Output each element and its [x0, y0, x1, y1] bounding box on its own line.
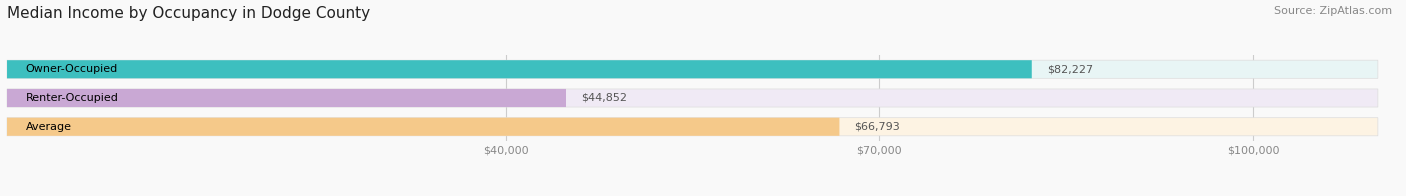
FancyBboxPatch shape	[7, 118, 839, 136]
Text: $66,793: $66,793	[855, 122, 900, 132]
FancyBboxPatch shape	[7, 60, 1378, 78]
Text: Source: ZipAtlas.com: Source: ZipAtlas.com	[1274, 6, 1392, 16]
Text: $82,227: $82,227	[1046, 64, 1092, 74]
FancyBboxPatch shape	[7, 60, 1032, 78]
Text: Renter-Occupied: Renter-Occupied	[25, 93, 118, 103]
FancyBboxPatch shape	[7, 89, 1378, 107]
FancyBboxPatch shape	[7, 89, 567, 107]
Text: Average: Average	[25, 122, 72, 132]
Text: $44,852: $44,852	[581, 93, 627, 103]
FancyBboxPatch shape	[7, 118, 1378, 136]
Text: Median Income by Occupancy in Dodge County: Median Income by Occupancy in Dodge Coun…	[7, 6, 370, 21]
Text: Owner-Occupied: Owner-Occupied	[25, 64, 118, 74]
